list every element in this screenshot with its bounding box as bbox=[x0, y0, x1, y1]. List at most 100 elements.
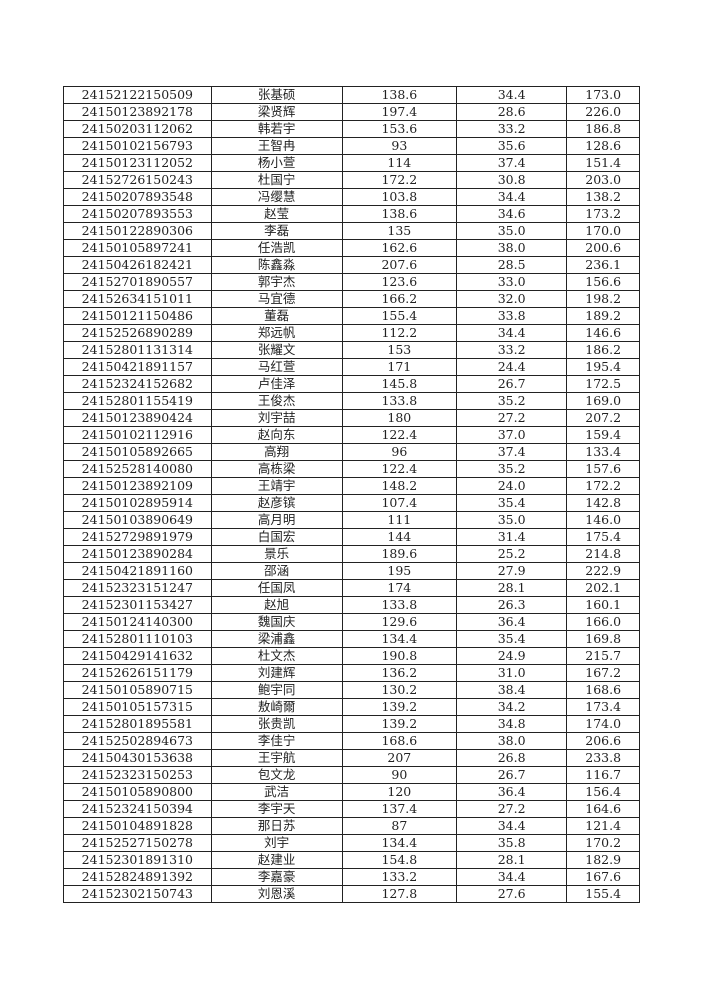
score-a-cell: 190.8 bbox=[341, 647, 458, 665]
score-b-cell: 35.0 bbox=[455, 222, 568, 240]
score-b-cell: 33.2 bbox=[455, 120, 568, 138]
score-a-cell: 166.2 bbox=[341, 290, 458, 308]
score-b-cell: 35.8 bbox=[455, 834, 568, 852]
score-a-cell: 112.2 bbox=[341, 324, 458, 342]
table-row: 24150421891157 马红萱 171 24.4 195.4 bbox=[63, 358, 640, 376]
candidate-id-cell: 24150429141632 bbox=[63, 647, 212, 665]
candidate-id-cell: 24150123890424 bbox=[63, 409, 212, 427]
candidate-id-cell: 24152302150743 bbox=[63, 885, 212, 903]
name-cell: 郭宇杰 bbox=[210, 273, 343, 291]
score-a-cell: 195 bbox=[341, 562, 458, 580]
total-score-cell: 133.4 bbox=[566, 443, 640, 461]
table-row: 24150123892109 王靖宇 148.2 24.0 172.2 bbox=[63, 477, 640, 495]
name-cell: 高翔 bbox=[210, 443, 343, 461]
table-row: 24150102895914 赵彦镔 107.4 35.4 142.8 bbox=[63, 494, 640, 512]
table-row: 24152301891310 赵建业 154.8 28.1 182.9 bbox=[63, 851, 640, 869]
score-b-cell: 31.0 bbox=[455, 664, 568, 682]
name-cell: 韩若宇 bbox=[210, 120, 343, 138]
score-b-cell: 38.0 bbox=[455, 732, 568, 750]
name-cell: 王靖宇 bbox=[210, 477, 343, 495]
total-score-cell: 207.2 bbox=[566, 409, 640, 427]
name-cell: 王智冉 bbox=[210, 137, 343, 155]
total-score-cell: 151.4 bbox=[566, 154, 640, 172]
name-cell: 任国凤 bbox=[210, 579, 343, 597]
name-cell: 刘宇 bbox=[210, 834, 343, 852]
candidate-id-cell: 24152801155419 bbox=[63, 392, 212, 410]
table-row: 24152526890289 郑远帆 112.2 34.4 146.6 bbox=[63, 324, 640, 342]
name-cell: 鲍宇同 bbox=[210, 681, 343, 699]
candidate-id-cell: 24152634151011 bbox=[63, 290, 212, 308]
score-a-cell: 135 bbox=[341, 222, 458, 240]
total-score-cell: 200.6 bbox=[566, 239, 640, 257]
table-row: 24150430153638 王宇航 207 26.8 233.8 bbox=[63, 749, 640, 767]
total-score-cell: 168.6 bbox=[566, 681, 640, 699]
name-cell: 赵建业 bbox=[210, 851, 343, 869]
candidate-id-cell: 24152526890289 bbox=[63, 324, 212, 342]
score-a-cell: 111 bbox=[341, 511, 458, 529]
score-a-cell: 207.6 bbox=[341, 256, 458, 274]
table-row: 24150421891160 邵涵 195 27.9 222.9 bbox=[63, 562, 640, 580]
table-row: 24152302150743 刘恩溪 127.8 27.6 155.4 bbox=[63, 885, 640, 903]
candidate-id-cell: 24150207893548 bbox=[63, 188, 212, 206]
candidate-id-cell: 24152502894673 bbox=[63, 732, 212, 750]
table-row: 24152323150253 包文龙 90 26.7 116.7 bbox=[63, 766, 640, 784]
name-cell: 冯缨慧 bbox=[210, 188, 343, 206]
table-row: 24152801110103 梁浦鑫 134.4 35.4 169.8 bbox=[63, 630, 640, 648]
candidate-id-cell: 24150105897241 bbox=[63, 239, 212, 257]
total-score-cell: 186.8 bbox=[566, 120, 640, 138]
table-row: 24152324152682 卢佳泽 145.8 26.7 172.5 bbox=[63, 375, 640, 393]
candidate-id-cell: 24150421891157 bbox=[63, 358, 212, 376]
total-score-cell: 142.8 bbox=[566, 494, 640, 512]
name-cell: 张基硕 bbox=[210, 86, 343, 104]
total-score-cell: 189.2 bbox=[566, 307, 640, 325]
name-cell: 陈鑫淼 bbox=[210, 256, 343, 274]
table-row: 24152726150243 杜国宁 172.2 30.8 203.0 bbox=[63, 171, 640, 189]
total-score-cell: 195.4 bbox=[566, 358, 640, 376]
score-b-cell: 34.4 bbox=[455, 188, 568, 206]
score-a-cell: 171 bbox=[341, 358, 458, 376]
score-a-cell: 145.8 bbox=[341, 375, 458, 393]
total-score-cell: 169.8 bbox=[566, 630, 640, 648]
score-b-cell: 26.8 bbox=[455, 749, 568, 767]
name-cell: 张耀文 bbox=[210, 341, 343, 359]
candidate-id-cell: 24150123112052 bbox=[63, 154, 212, 172]
candidate-id-cell: 24150124140300 bbox=[63, 613, 212, 631]
score-a-cell: 154.8 bbox=[341, 851, 458, 869]
score-a-cell: 130.2 bbox=[341, 681, 458, 699]
name-cell: 赵向东 bbox=[210, 426, 343, 444]
score-a-cell: 162.6 bbox=[341, 239, 458, 257]
name-cell: 白国宏 bbox=[210, 528, 343, 546]
candidate-id-cell: 24150121150486 bbox=[63, 307, 212, 325]
table-row: 24152502894673 李佳宁 168.6 38.0 206.6 bbox=[63, 732, 640, 750]
score-a-cell: 96 bbox=[341, 443, 458, 461]
score-a-cell: 180 bbox=[341, 409, 458, 427]
score-b-cell: 33.0 bbox=[455, 273, 568, 291]
candidate-id-cell: 24150103890649 bbox=[63, 511, 212, 529]
total-score-cell: 186.2 bbox=[566, 341, 640, 359]
score-a-cell: 90 bbox=[341, 766, 458, 784]
score-b-cell: 38.4 bbox=[455, 681, 568, 699]
table-row: 24152301153427 赵旭 133.8 26.3 160.1 bbox=[63, 596, 640, 614]
score-a-cell: 172.2 bbox=[341, 171, 458, 189]
score-b-cell: 24.0 bbox=[455, 477, 568, 495]
score-b-cell: 27.2 bbox=[455, 800, 568, 818]
name-cell: 杜国宁 bbox=[210, 171, 343, 189]
table-row: 24152122150509 张基硕 138.6 34.4 173.0 bbox=[63, 86, 640, 104]
total-score-cell: 159.4 bbox=[566, 426, 640, 444]
total-score-cell: 138.2 bbox=[566, 188, 640, 206]
candidate-id-cell: 24152324150394 bbox=[63, 800, 212, 818]
table-row: 24152528140080 高栋梁 122.4 35.2 157.6 bbox=[63, 460, 640, 478]
candidate-id-cell: 24150123892178 bbox=[63, 103, 212, 121]
total-score-cell: 233.8 bbox=[566, 749, 640, 767]
score-a-cell: 107.4 bbox=[341, 494, 458, 512]
candidate-id-cell: 24152323150253 bbox=[63, 766, 212, 784]
score-a-cell: 139.2 bbox=[341, 698, 458, 716]
total-score-cell: 167.6 bbox=[566, 868, 640, 886]
candidate-id-cell: 24150123890284 bbox=[63, 545, 212, 563]
total-score-cell: 164.6 bbox=[566, 800, 640, 818]
score-b-cell: 26.3 bbox=[455, 596, 568, 614]
total-score-cell: 146.6 bbox=[566, 324, 640, 342]
total-score-cell: 206.6 bbox=[566, 732, 640, 750]
name-cell: 卢佳泽 bbox=[210, 375, 343, 393]
score-b-cell: 27.2 bbox=[455, 409, 568, 427]
